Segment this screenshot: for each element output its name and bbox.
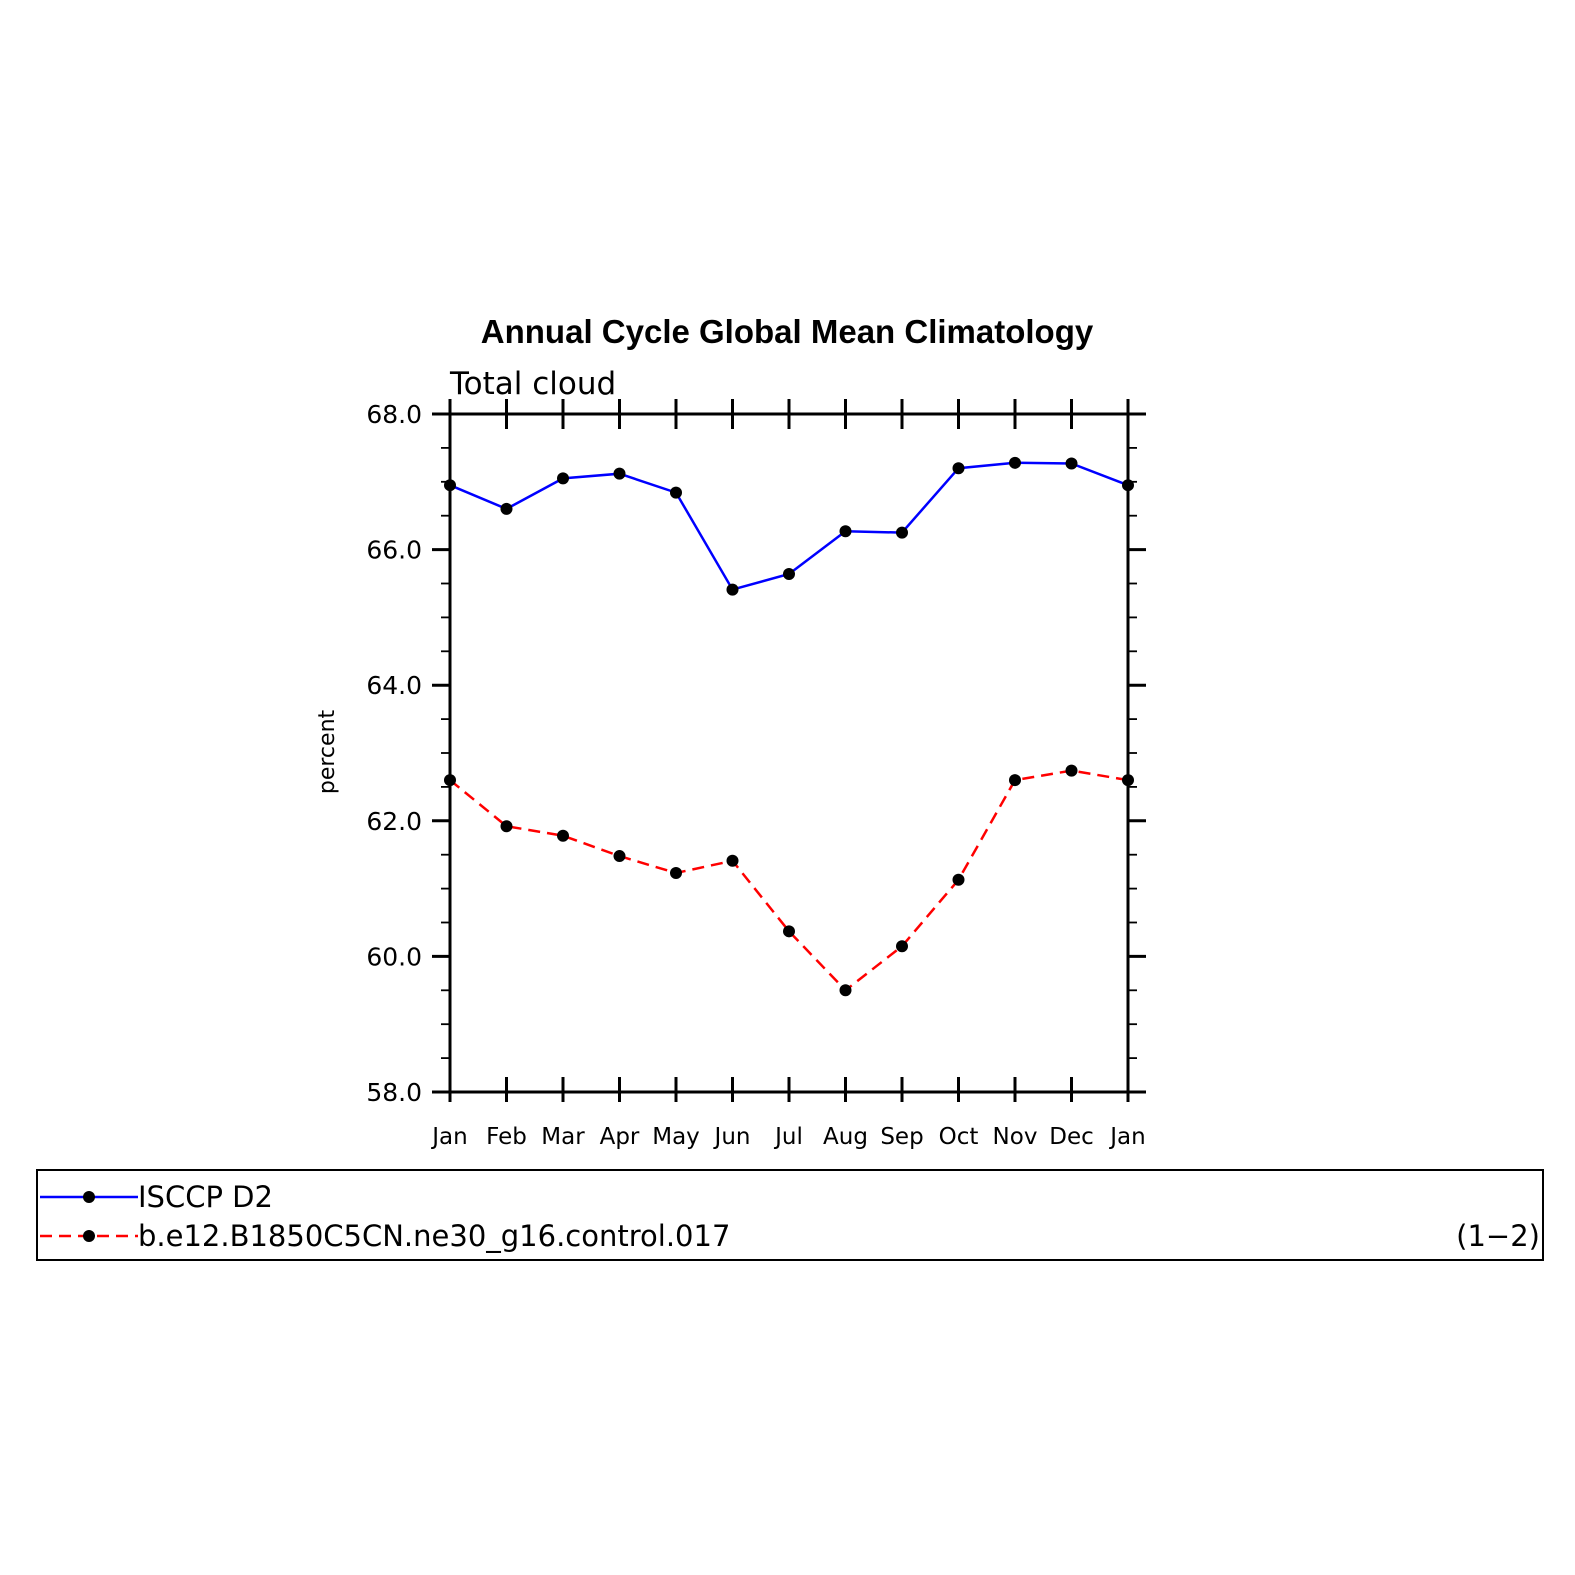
data-point [839, 525, 852, 538]
data-point [839, 984, 852, 997]
data-point [500, 502, 513, 515]
series-points [444, 456, 1134, 997]
data-point [726, 854, 739, 867]
y-tick-labels: 58.0 60.0 62.0 64.0 66.0 68.0 [366, 400, 422, 1107]
y-tick-label: 58.0 [366, 1078, 422, 1107]
y-tick-label: 62.0 [366, 807, 422, 836]
legend-box [36, 1169, 1544, 1261]
axis-ticks [432, 399, 1146, 1102]
legend-label-isccp: ISCCP D2 [138, 1180, 273, 1214]
x-tick-label: Dec [1049, 1124, 1094, 1150]
chart-title: Annual Cycle Global Mean Climatology [481, 313, 1094, 350]
legend-marker-model [83, 1230, 95, 1242]
data-point [444, 479, 456, 492]
x-tick-label: Nov [993, 1124, 1038, 1150]
data-point [670, 486, 682, 499]
y-tick-label: 66.0 [366, 536, 422, 565]
x-tick-label: Apr [600, 1124, 640, 1150]
data-point [1009, 774, 1021, 787]
data-point [1122, 479, 1134, 492]
x-tick-label: Jan [430, 1124, 467, 1150]
data-point [557, 472, 569, 485]
data-point [952, 873, 965, 886]
data-point [613, 850, 626, 863]
x-tick-label: Jan [1108, 1124, 1145, 1150]
data-point [726, 583, 739, 596]
data-point [1122, 774, 1134, 787]
legend: ISCCP D2 b.e12.B1850C5CN.ne30_g16.contro… [36, 1169, 1544, 1261]
y-tick-label: 64.0 [366, 671, 422, 700]
data-point [896, 526, 908, 539]
x-tick-label: Jul [773, 1124, 803, 1150]
y-tick-label: 68.0 [366, 400, 422, 429]
data-point [1065, 764, 1078, 777]
legend-index: (1−2) [1456, 1219, 1540, 1253]
data-point [500, 820, 513, 833]
legend-label-model: b.e12.B1850C5CN.ne30_g16.control.017 [138, 1219, 730, 1253]
x-tick-labels: Jan Feb Mar Apr May Jun Jul Aug Sep Oct Nov Dec Jan [430, 1124, 1145, 1150]
data-point [783, 568, 795, 581]
data-point [1065, 457, 1078, 470]
data-point [783, 925, 795, 938]
legend-marker-isccp [83, 1191, 95, 1203]
data-point [1009, 456, 1021, 469]
data-point [444, 774, 456, 787]
data-point [896, 940, 908, 953]
data-point [557, 829, 569, 842]
x-tick-label: Aug [823, 1124, 868, 1150]
series-lines [449, 461, 1129, 992]
x-tick-label: Mar [541, 1124, 585, 1150]
x-tick-label: May [652, 1124, 700, 1150]
x-tick-label: Feb [486, 1124, 527, 1150]
data-point [952, 462, 965, 475]
y-tick-label: 60.0 [366, 942, 422, 971]
data-point [613, 467, 626, 480]
chart-subtitle: Total cloud [449, 366, 616, 402]
x-tick-label: Sep [880, 1124, 923, 1150]
data-point [670, 867, 682, 880]
x-tick-label: Oct [939, 1124, 979, 1150]
series-line-1 [449, 769, 1129, 992]
y-axis-label: percent [315, 709, 340, 794]
plot-frame [448, 412, 1130, 1094]
x-tick-label: Jun [713, 1124, 751, 1150]
